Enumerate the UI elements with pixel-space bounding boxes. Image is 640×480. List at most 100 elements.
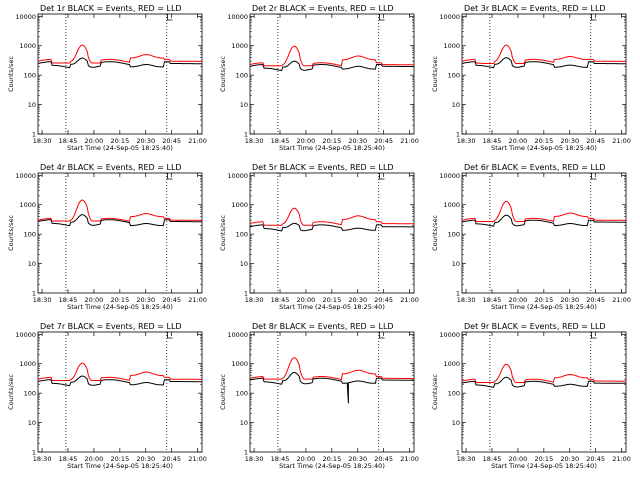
start-time-label: Start Time (24-Sep-05 18:25:40) <box>491 303 597 311</box>
plot-frame <box>461 13 627 135</box>
panel-title: Det 8r BLACK = Events, RED = LLD <box>252 322 394 331</box>
start-time-label: Start Time (24-Sep-05 18:25:40) <box>491 462 597 470</box>
x-tick-label: 20:15 <box>534 296 553 304</box>
lld-series-line <box>249 357 414 380</box>
x-tick-label: 18:45 <box>271 455 290 463</box>
x-tick-label: 20:45 <box>586 296 605 304</box>
y-tick-label: 10000 <box>439 331 460 339</box>
x-tick-label: 20:30 <box>560 455 579 463</box>
y-tick-label: 10 <box>240 419 248 427</box>
start-time-label: Start Time (24-Sep-05 18:25:40) <box>491 144 597 152</box>
x-tick-label: 20:00 <box>509 137 528 145</box>
x-tick-label: 18:45 <box>271 296 290 304</box>
x-tick-label: 21:00 <box>188 137 207 145</box>
x-tick-label: 20:15 <box>110 137 129 145</box>
x-tick-label: 18:45 <box>59 137 78 145</box>
x-tick-label: 21:00 <box>188 455 207 463</box>
x-tick-label: 20:45 <box>162 137 181 145</box>
saa-marker <box>591 173 597 180</box>
y-tick-label: 1000 <box>231 360 248 368</box>
events-series-line <box>37 375 202 387</box>
y-tick-label: 100 <box>448 231 460 239</box>
y-tick-label: 10000 <box>15 13 36 21</box>
y-tick-label: 1 <box>456 290 460 298</box>
y-tick-label: 100 <box>24 390 36 398</box>
x-tick-label: 20:30 <box>348 455 367 463</box>
x-tick-label: 20:00 <box>297 296 316 304</box>
x-tick-label: 20:00 <box>85 137 104 145</box>
panel-4: Det 4r BLACK = Events, RED = LLD 1 10 100 10… <box>7 163 207 311</box>
y-tick-label: 100 <box>236 72 248 80</box>
panel-9: Det 9r BLACK = Events, RED = LLD 1 10 100 10… <box>431 322 631 470</box>
y-tick-label: 1000 <box>19 360 36 368</box>
x-tick-label: 18:30 <box>457 137 476 145</box>
events-series-line <box>249 222 414 232</box>
x-tick-label: 20:30 <box>348 137 367 145</box>
start-time-label: Start Time (24-Sep-05 18:25:40) <box>279 144 385 152</box>
events-series-line <box>37 57 202 69</box>
y-tick-label: 100 <box>236 390 248 398</box>
x-tick-label: 18:30 <box>457 296 476 304</box>
y-axis-label: Counts/sec <box>219 215 227 251</box>
y-axis-label: Counts/sec <box>219 56 227 92</box>
plot-frame <box>37 13 203 135</box>
panel-2: Det 2r BLACK = Events, RED = LLD 1 10 100 10… <box>219 4 419 152</box>
saa-marker <box>379 173 385 180</box>
x-tick-label: 20:00 <box>297 137 316 145</box>
panel-title: Det 6r BLACK = Events, RED = LLD <box>464 163 606 172</box>
start-time-label: Start Time (24-Sep-05 18:25:40) <box>279 462 385 470</box>
x-tick-label: 18:45 <box>59 296 78 304</box>
y-tick-label: 10000 <box>227 172 248 180</box>
lld-series-line <box>461 363 626 383</box>
x-tick-label: 20:00 <box>85 455 104 463</box>
y-axis-label: Counts/sec <box>7 56 15 92</box>
panel-title: Det 5r BLACK = Events, RED = LLD <box>252 163 394 172</box>
lld-series-line <box>461 44 626 64</box>
y-axis-label: Counts/sec <box>431 56 439 92</box>
plot-frame <box>37 331 203 453</box>
panel-title: Det 9r BLACK = Events, RED = LLD <box>464 322 606 331</box>
y-tick-label: 10 <box>452 101 460 109</box>
panel-3: Det 3r BLACK = Events, RED = LLD 1 10 100 10… <box>431 4 631 152</box>
saa-marker <box>591 332 597 339</box>
saa-marker <box>167 14 173 21</box>
panel-5: Det 5r BLACK = Events, RED = LLD 1 10 100 10… <box>219 163 419 311</box>
saa-marker <box>167 332 173 339</box>
lld-series-line <box>249 45 414 67</box>
x-tick-label: 18:30 <box>457 455 476 463</box>
y-tick-label: 10 <box>452 260 460 268</box>
saa-marker <box>591 14 597 21</box>
panel-title: Det 4r BLACK = Events, RED = LLD <box>40 163 182 172</box>
x-tick-label: 20:30 <box>136 455 155 463</box>
y-tick-label: 10000 <box>15 331 36 339</box>
plot-frame <box>461 172 627 294</box>
x-tick-label: 20:30 <box>348 296 367 304</box>
y-axis-label: Counts/sec <box>7 215 15 251</box>
panel-1: Det 1r BLACK = Events, RED = LLD 1 10 100 10… <box>7 4 207 152</box>
x-tick-label: 18:45 <box>483 137 502 145</box>
y-tick-label: 100 <box>24 231 36 239</box>
panel-8: Det 8r BLACK = Events, RED = LLD 1 10 100 10… <box>219 322 419 470</box>
lld-series-line <box>37 199 202 222</box>
events-series-line <box>37 214 202 227</box>
x-tick-label: 20:15 <box>322 137 341 145</box>
x-tick-label: 21:00 <box>400 296 419 304</box>
y-tick-label: 10 <box>240 260 248 268</box>
start-time-label: Start Time (24-Sep-05 18:25:40) <box>67 144 173 152</box>
panel-title: Det 2r BLACK = Events, RED = LLD <box>252 4 394 13</box>
events-series-line <box>249 60 414 72</box>
y-tick-label: 1000 <box>443 360 460 368</box>
y-tick-label: 10 <box>28 101 36 109</box>
x-tick-label: 21:00 <box>612 296 631 304</box>
x-tick-label: 18:30 <box>245 455 264 463</box>
y-tick-label: 10000 <box>439 172 460 180</box>
x-tick-label: 21:00 <box>188 296 207 304</box>
y-tick-label: 1000 <box>443 42 460 50</box>
x-tick-label: 20:15 <box>322 455 341 463</box>
x-tick-label: 21:00 <box>400 137 419 145</box>
x-tick-label: 20:00 <box>509 455 528 463</box>
y-tick-label: 1 <box>244 290 248 298</box>
y-tick-label: 10000 <box>439 13 460 21</box>
panel-title: Det 1r BLACK = Events, RED = LLD <box>40 4 182 13</box>
